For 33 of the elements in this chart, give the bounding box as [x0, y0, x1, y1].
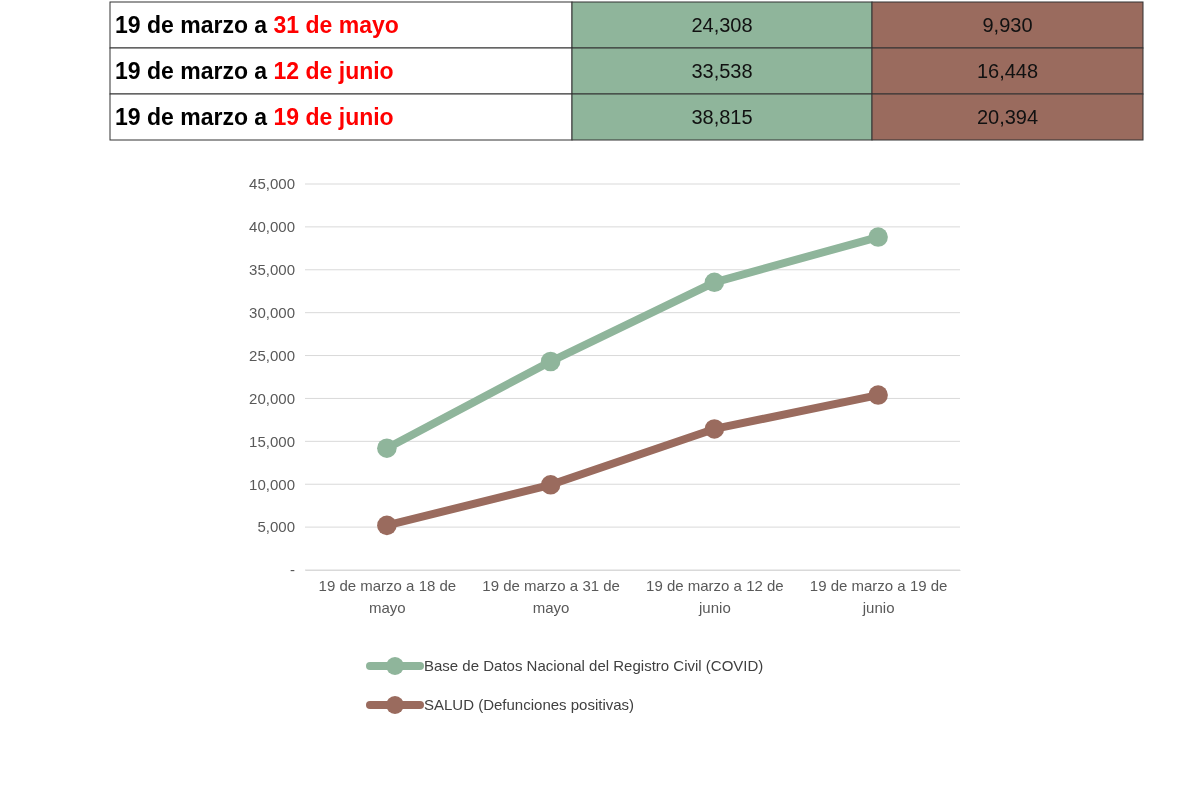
x-tick-label: 19 de marzo a 31 de mayo [482, 577, 620, 616]
point [868, 385, 888, 405]
point [868, 227, 888, 247]
point [704, 419, 725, 439]
text: 24,308 [691, 14, 753, 36]
y-tick-label: - [290, 561, 295, 579]
text: 19 de marzo a 19 de junio [115, 104, 394, 130]
point [540, 351, 561, 372]
point [377, 515, 397, 536]
x-tick-label: 19 de marzo a 18 de mayo [318, 577, 457, 616]
text: 9,930 [982, 14, 1033, 36]
x-tick-label: 19 de marzo a 12 de junio [646, 577, 784, 616]
text: 19 de marzo a 12 de junio [115, 58, 394, 84]
text: 33,538 [691, 60, 753, 82]
y-tick-label: 15,000 [249, 432, 295, 450]
legend-label: Base de Datos Nacional del Registro Civil (COVID) [424, 657, 764, 674]
y-tick-label: 35,000 [249, 261, 295, 279]
y-tick-label: 40,000 [249, 218, 295, 236]
legend-label: SALUD (Defunciones positivas) [424, 696, 635, 713]
point [377, 438, 397, 458]
x-tick-label: 19 de marzo a 19 de junio [809, 577, 948, 616]
text: 19 de marzo a 31 de mayo [115, 12, 399, 38]
text: 38,815 [691, 106, 753, 128]
y-tick-label: 10,000 [249, 475, 295, 493]
y-tick-label: 25,000 [249, 346, 295, 364]
y-tick-label: 5,000 [257, 518, 295, 536]
point [540, 475, 561, 495]
y-tick-label: 30,000 [249, 303, 295, 321]
point [704, 272, 725, 293]
text: 16,448 [976, 60, 1039, 82]
text: 20,394 [976, 106, 1039, 128]
y-tick-label: 20,000 [249, 389, 295, 407]
y-tick-label: 45,000 [249, 175, 295, 193]
